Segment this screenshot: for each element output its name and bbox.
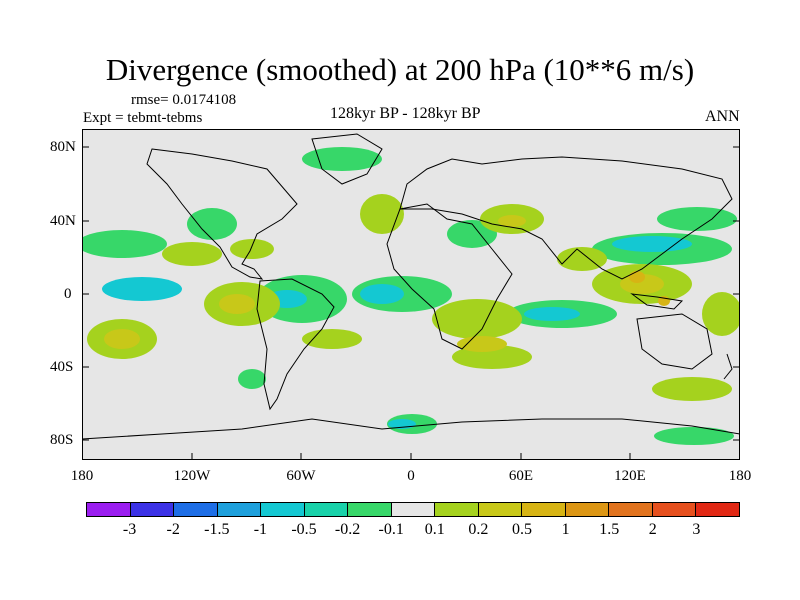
field-blob xyxy=(360,194,404,234)
lon-label-120w: 120W xyxy=(173,468,211,484)
colorbar-label: -0.1 xyxy=(378,521,404,538)
colorbar-swatch xyxy=(435,503,479,516)
colorbar-swatch xyxy=(391,503,436,516)
field-blob xyxy=(652,377,732,401)
map-frame xyxy=(82,129,740,460)
lat-label-80n: 80N xyxy=(50,139,76,155)
lon-label-120e: 120E xyxy=(614,468,646,484)
colorbar-label: 0.2 xyxy=(468,521,489,538)
lon-label-180e: 180 xyxy=(728,468,752,484)
colorbar-swatch xyxy=(174,503,218,516)
field-blob xyxy=(162,242,222,266)
coastline-north-america xyxy=(146,148,298,280)
coastlines xyxy=(82,133,740,440)
plot-title: Divergence (smoothed) at 200 hPa (10**6 … xyxy=(105,52,695,87)
colorbar-swatch xyxy=(261,503,305,516)
colorbar-label: -1 xyxy=(253,521,268,538)
field-blob xyxy=(432,299,522,339)
lon-label-60w: 60W xyxy=(286,468,316,484)
field-blob xyxy=(702,292,740,336)
colorbar-label: -2 xyxy=(166,521,180,538)
colorbar-label: 0.1 xyxy=(424,521,445,538)
axis-ticks xyxy=(82,146,740,460)
field-blob xyxy=(230,239,274,259)
period-subtitle: 128kyr BP - 128kyr BP xyxy=(330,105,481,122)
colorbar-swatch xyxy=(478,503,523,516)
field-blob xyxy=(654,427,734,445)
colorbar-swatch xyxy=(565,503,610,516)
experiment-label: Expt = tebmt-tebms xyxy=(83,110,203,126)
colorbar-label: 0.5 xyxy=(512,521,532,538)
colorbar-label: -3 xyxy=(122,521,137,538)
field-blob xyxy=(557,247,607,271)
colorbar-label: 1 xyxy=(561,521,570,538)
colorbar-label: 3 xyxy=(692,521,701,538)
colorbar xyxy=(86,502,740,517)
field-blob xyxy=(457,336,507,352)
colorbar-swatch xyxy=(87,503,131,516)
colorbar-swatch xyxy=(348,503,392,516)
colorbar-swatch xyxy=(696,503,739,516)
colorbar-label: 2 xyxy=(648,521,657,538)
coastline-europe xyxy=(399,156,733,280)
field-blob xyxy=(82,230,167,258)
lon-label-60e: 60E xyxy=(508,468,534,484)
coastline-greenland xyxy=(311,133,383,185)
colorbar-swatch xyxy=(522,503,566,516)
coastline-indonesia xyxy=(630,293,684,310)
field-blob xyxy=(612,236,692,252)
rmse-label: rmse= 0.0174108 xyxy=(131,92,237,108)
field-blob xyxy=(498,215,526,227)
lat-label-40s: 40S xyxy=(50,359,74,375)
coastline-antarctica xyxy=(82,418,740,440)
field-blob xyxy=(302,147,382,171)
colorbar-label: -1.5 xyxy=(204,521,230,538)
field-blob xyxy=(104,329,140,349)
field-blob xyxy=(657,207,737,231)
colorbar-swatch xyxy=(652,503,697,516)
colorbar-swatch xyxy=(304,503,349,516)
field-blob xyxy=(219,294,255,314)
colorbar-swatch xyxy=(217,503,262,516)
field-blob xyxy=(524,307,580,321)
coastline-australia xyxy=(636,313,713,370)
field-blob xyxy=(187,208,237,240)
field-blob xyxy=(629,271,645,283)
colorbar-label: 1.5 xyxy=(599,521,620,538)
colorbar-swatch xyxy=(130,503,175,516)
season-label: ANN xyxy=(705,108,740,125)
field-blob xyxy=(238,369,266,389)
field-blob xyxy=(360,284,404,304)
colorbar-label: -0.5 xyxy=(291,521,317,538)
coastline-new-zealand xyxy=(723,353,733,380)
field-blob xyxy=(102,277,182,301)
lat-label-40n: 40N xyxy=(50,213,76,229)
colorbar-label: -0.2 xyxy=(334,521,361,538)
map-panel xyxy=(82,129,740,460)
field-blob xyxy=(447,220,497,248)
coastline-south-america xyxy=(256,278,335,411)
lat-label-80s: 80S xyxy=(50,432,74,448)
coastline-africa xyxy=(386,203,513,350)
lon-label-0: 0 xyxy=(407,468,415,484)
lon-label-180w: 180 xyxy=(70,468,94,484)
field-blob xyxy=(302,329,362,349)
lat-label-0: 0 xyxy=(64,286,72,302)
divergence-field xyxy=(82,147,740,445)
colorbar-swatch xyxy=(609,503,653,516)
